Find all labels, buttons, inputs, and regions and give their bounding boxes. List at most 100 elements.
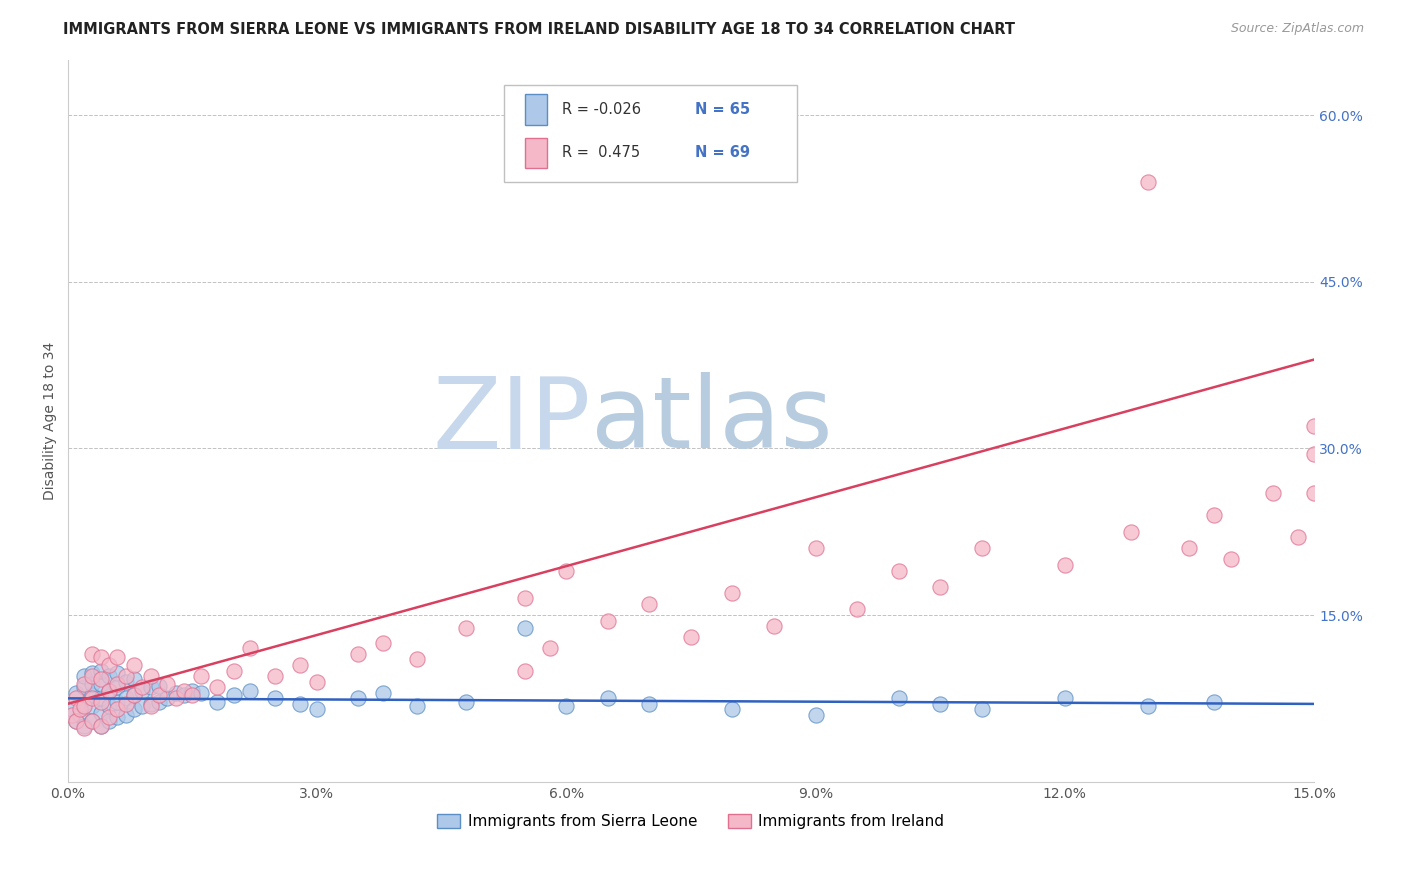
Point — [887, 691, 910, 706]
Point — [105, 677, 128, 691]
Point — [69, 708, 91, 723]
Text: R =  0.475: R = 0.475 — [562, 145, 641, 161]
Point — [721, 702, 744, 716]
Point — [181, 683, 204, 698]
Point — [98, 658, 121, 673]
Point — [1053, 691, 1076, 706]
Y-axis label: Disability Age 18 to 34: Disability Age 18 to 34 — [44, 342, 58, 500]
Point — [114, 708, 136, 723]
Point — [456, 621, 478, 635]
Text: atlas: atlas — [591, 372, 832, 469]
Point — [165, 691, 187, 706]
Point — [90, 673, 112, 687]
Point — [65, 714, 87, 728]
Point — [105, 702, 128, 716]
Point — [122, 658, 145, 673]
Point — [82, 665, 104, 680]
Point — [513, 621, 536, 635]
Point — [148, 695, 170, 709]
Point — [98, 683, 121, 698]
Point — [538, 641, 561, 656]
Point — [60, 708, 83, 723]
Point — [114, 674, 136, 689]
Point — [929, 580, 952, 594]
Point — [373, 636, 395, 650]
Point — [721, 586, 744, 600]
Point — [239, 641, 262, 656]
Point — [205, 680, 228, 694]
Point — [73, 680, 96, 694]
Point — [513, 591, 536, 606]
Text: N = 65: N = 65 — [695, 102, 749, 117]
Point — [1204, 508, 1226, 522]
FancyBboxPatch shape — [524, 95, 547, 125]
Point — [73, 669, 96, 683]
Text: Source: ZipAtlas.com: Source: ZipAtlas.com — [1230, 22, 1364, 36]
Point — [105, 680, 128, 694]
FancyBboxPatch shape — [524, 137, 547, 168]
Text: R = -0.026: R = -0.026 — [562, 102, 641, 117]
Point — [173, 683, 195, 698]
Point — [122, 702, 145, 716]
Point — [90, 695, 112, 709]
Point — [305, 674, 328, 689]
Point — [148, 679, 170, 693]
Point — [90, 706, 112, 720]
Point — [887, 564, 910, 578]
Point — [205, 695, 228, 709]
Point — [105, 710, 128, 724]
Point — [239, 683, 262, 698]
Point — [347, 647, 370, 661]
Point — [139, 699, 162, 714]
Point — [139, 697, 162, 711]
Point — [405, 652, 427, 666]
Point — [114, 691, 136, 706]
Point — [970, 702, 993, 716]
Point — [122, 673, 145, 687]
Point — [73, 719, 96, 733]
Point — [596, 614, 619, 628]
Point — [264, 669, 287, 683]
Point — [1220, 552, 1243, 566]
Text: N = 69: N = 69 — [695, 145, 749, 161]
Point — [1053, 558, 1076, 572]
Point — [846, 602, 869, 616]
Text: IMMIGRANTS FROM SIERRA LEONE VS IMMIGRANTS FROM IRELAND DISABILITY AGE 18 TO 34 : IMMIGRANTS FROM SIERRA LEONE VS IMMIGRAN… — [63, 22, 1015, 37]
Point — [1286, 530, 1309, 544]
Point — [82, 714, 104, 728]
Point — [131, 699, 153, 714]
Text: ZIP: ZIP — [433, 372, 591, 469]
Point — [222, 688, 245, 702]
Point — [82, 677, 104, 691]
Point — [762, 619, 785, 633]
Point — [90, 691, 112, 706]
Point — [73, 677, 96, 691]
Point — [156, 677, 179, 691]
Point — [456, 695, 478, 709]
Point — [1303, 419, 1326, 434]
Point — [970, 541, 993, 556]
Point — [290, 658, 312, 673]
Point — [82, 688, 104, 702]
Point — [1303, 447, 1326, 461]
Point — [65, 686, 87, 700]
Point — [82, 647, 104, 661]
Point — [929, 697, 952, 711]
Point — [131, 683, 153, 698]
Point — [139, 680, 162, 694]
Point — [90, 719, 112, 733]
Point — [73, 722, 96, 736]
Point — [373, 686, 395, 700]
Point — [90, 677, 112, 691]
Point — [131, 680, 153, 694]
Point — [173, 688, 195, 702]
FancyBboxPatch shape — [503, 85, 797, 182]
Point — [139, 669, 162, 683]
Point — [82, 699, 104, 714]
Point — [222, 664, 245, 678]
Point — [60, 702, 83, 716]
Point — [1261, 486, 1284, 500]
Point — [156, 691, 179, 706]
Point — [148, 688, 170, 702]
Point — [190, 669, 212, 683]
